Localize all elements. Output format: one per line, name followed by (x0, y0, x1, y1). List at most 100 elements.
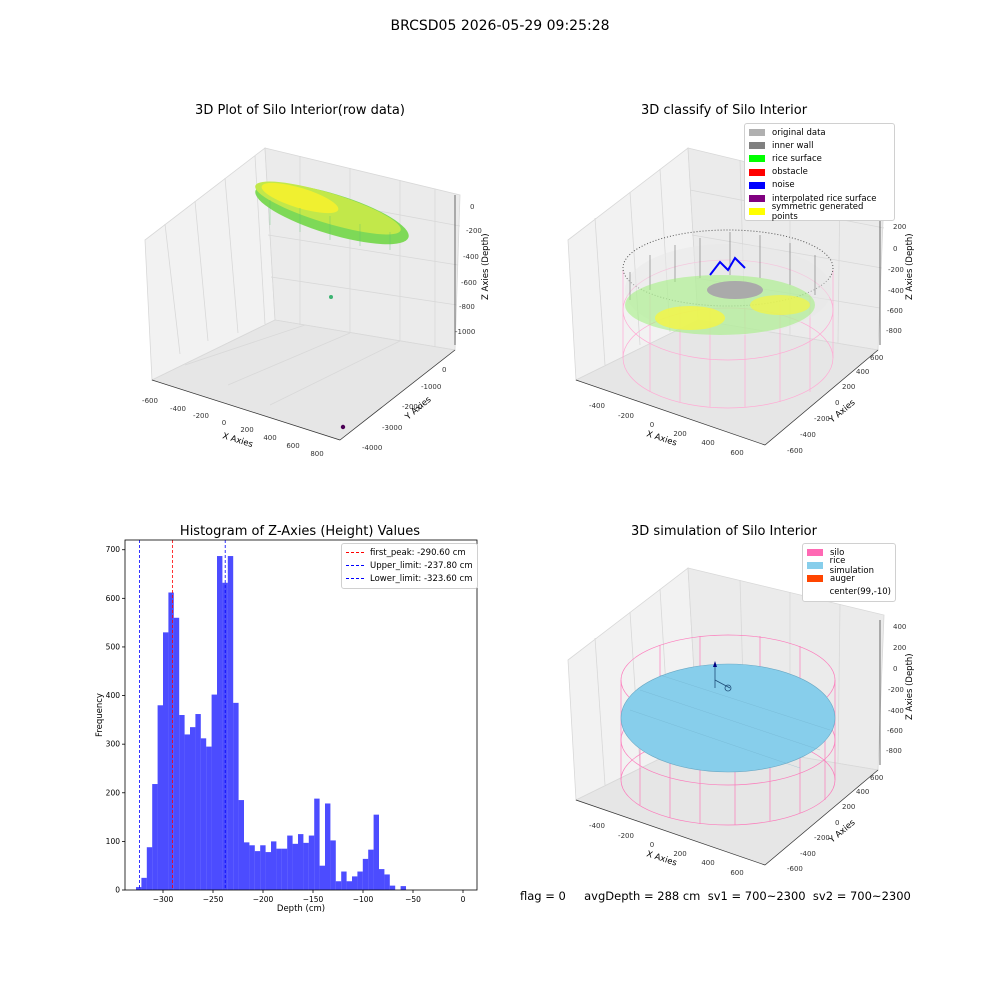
histogram-bar (200, 738, 207, 890)
classify-zlabel: Z Axies (Depth) (905, 233, 915, 300)
raw-ytick: -2000 (402, 403, 422, 411)
simulation-xtick: 600 (730, 869, 743, 877)
histogram-title: Histogram of Z-Axies (Height) Values (179, 524, 421, 539)
histogram-bar (298, 834, 304, 890)
simulation-ztick: -800 (886, 747, 902, 755)
status-footer: flag = 0 avgDepth = 288 cm sv1 = 700~230… (520, 889, 911, 903)
simulation-ztick: -200 (888, 686, 904, 694)
classify-xtick: 0 (650, 421, 654, 429)
simulation-ztick: 200 (893, 644, 906, 652)
histogram-bar (184, 734, 190, 890)
classify-legend: original data inner wall rice surface ob… (744, 123, 895, 222)
raw-ztick: 0 (470, 203, 474, 211)
histogram-ytick-label: 300 (106, 740, 121, 749)
histogram-chart: −300 −250 −200 −150 −100 −50 0 0 100 200 300 400 50… (95, 539, 478, 914)
classify-plot-title: 3D classify of Silo Interior (640, 103, 808, 118)
legend-entry: rice simulation (807, 556, 891, 576)
simulation-ytick: -400 (800, 850, 816, 858)
classify-ytick: 400 (856, 368, 869, 376)
histogram-bar (379, 869, 385, 890)
histogram-bar (352, 876, 358, 890)
histogram-bar (168, 592, 174, 890)
histogram-bar (152, 784, 158, 890)
raw-3d-plot: -600 -400 -200 0 200 400 600 800 -4000 -… (142, 147, 491, 458)
simulation-ytick: -200 (814, 834, 830, 842)
raw-xtick: 600 (286, 442, 299, 450)
simulation-ytick: 200 (842, 803, 855, 811)
raw-ytick: -1000 (421, 383, 441, 391)
histogram-bar (389, 885, 396, 890)
raw-xtick: -600 (142, 397, 158, 405)
histogram-bar (190, 727, 196, 890)
raw-ytick: -4000 (362, 444, 382, 452)
classify-ytick: -600 (787, 447, 803, 455)
histogram-bar (373, 814, 379, 890)
histogram-ytick-label: 0 (115, 886, 120, 895)
legend-swatch (749, 181, 765, 189)
histogram-legend: first_peak: -290.60 cm Upper_limit: -237… (341, 543, 478, 589)
histogram-bar (244, 842, 250, 890)
legend-entry: Lower_limit: -323.60 cm (346, 572, 473, 585)
legend-entry: interpolated rice surface (749, 192, 890, 205)
histogram-xtick-label: −50 (405, 895, 421, 904)
legend-swatch (807, 562, 823, 570)
histogram-bar (249, 845, 255, 890)
histogram-xtick-label: −200 (253, 895, 274, 904)
legend-swatch (749, 155, 765, 163)
histogram-bar (281, 848, 288, 890)
classify-ztick: -200 (888, 266, 904, 274)
histogram-ytick-label: 200 (106, 788, 121, 797)
simulation-xtick: 0 (650, 841, 654, 849)
classify-xtick: 200 (673, 430, 686, 438)
simulation-ztick: -600 (887, 727, 903, 735)
classify-ztick: 200 (893, 223, 906, 231)
raw-ztick: -800 (459, 303, 475, 311)
histogram-bar (384, 874, 390, 890)
histogram-bar (157, 705, 163, 890)
legend-label: silo (830, 547, 845, 558)
legend-swatch (749, 208, 765, 216)
histogram-ytick-label: 700 (106, 545, 121, 554)
legend-entry: Upper_limit: -237.80 cm (346, 559, 473, 572)
histogram-bar (368, 849, 374, 890)
simulation-ylabel: Y Axies (827, 817, 858, 845)
histogram-bar (227, 556, 234, 890)
classify-xtick: 600 (730, 449, 743, 457)
histogram-bar (319, 865, 325, 890)
simulation-ytick: -600 (787, 865, 803, 873)
legend-entry: auger (807, 572, 891, 585)
classify-xtick: -200 (618, 412, 634, 420)
histogram-ytick-label: 100 (106, 837, 121, 846)
legend-label: Upper_limit: -237.80 cm (370, 560, 473, 571)
simulation-legend: silo rice simulation auger center(99,-10… (802, 543, 896, 602)
legend-entry: center(99,-10) (807, 586, 891, 599)
histogram-bar (217, 556, 223, 890)
raw-xtick: 400 (263, 434, 276, 442)
legend-label: center(99,-10) (829, 587, 891, 598)
histogram-bar (314, 798, 320, 890)
raw-ztick: -200 (466, 227, 482, 235)
simulation-ytick: 400 (856, 788, 869, 796)
histogram-ylabel: Frequency (95, 693, 105, 737)
simulation-xtick: -400 (589, 822, 605, 830)
histogram-bar (330, 840, 336, 890)
legend-label: rice surface (772, 153, 822, 164)
simulation-xtick: -200 (618, 832, 634, 840)
legend-swatch (807, 549, 823, 557)
histogram-bar (260, 845, 266, 890)
histogram-bar (238, 800, 244, 890)
histogram-ytick-label: 600 (106, 594, 121, 603)
legend-entry: inner wall (749, 139, 890, 152)
legend-entry: symmetric generated points (749, 202, 890, 222)
histogram-bar (335, 881, 342, 890)
histogram-bar (400, 886, 406, 890)
classify-ytick: -400 (800, 431, 816, 439)
histogram-bar (362, 858, 369, 890)
histogram-bar (211, 694, 217, 890)
histogram-bar (179, 715, 185, 890)
simulation-3d-plot: -400 -200 0 200 400 600 -600 -400 -200 0… (567, 567, 915, 877)
raw-xlabel: X Axies (221, 431, 254, 450)
legend-label: obstacle (772, 167, 808, 178)
histogram-bar (233, 702, 239, 890)
histogram-bar (325, 803, 331, 890)
